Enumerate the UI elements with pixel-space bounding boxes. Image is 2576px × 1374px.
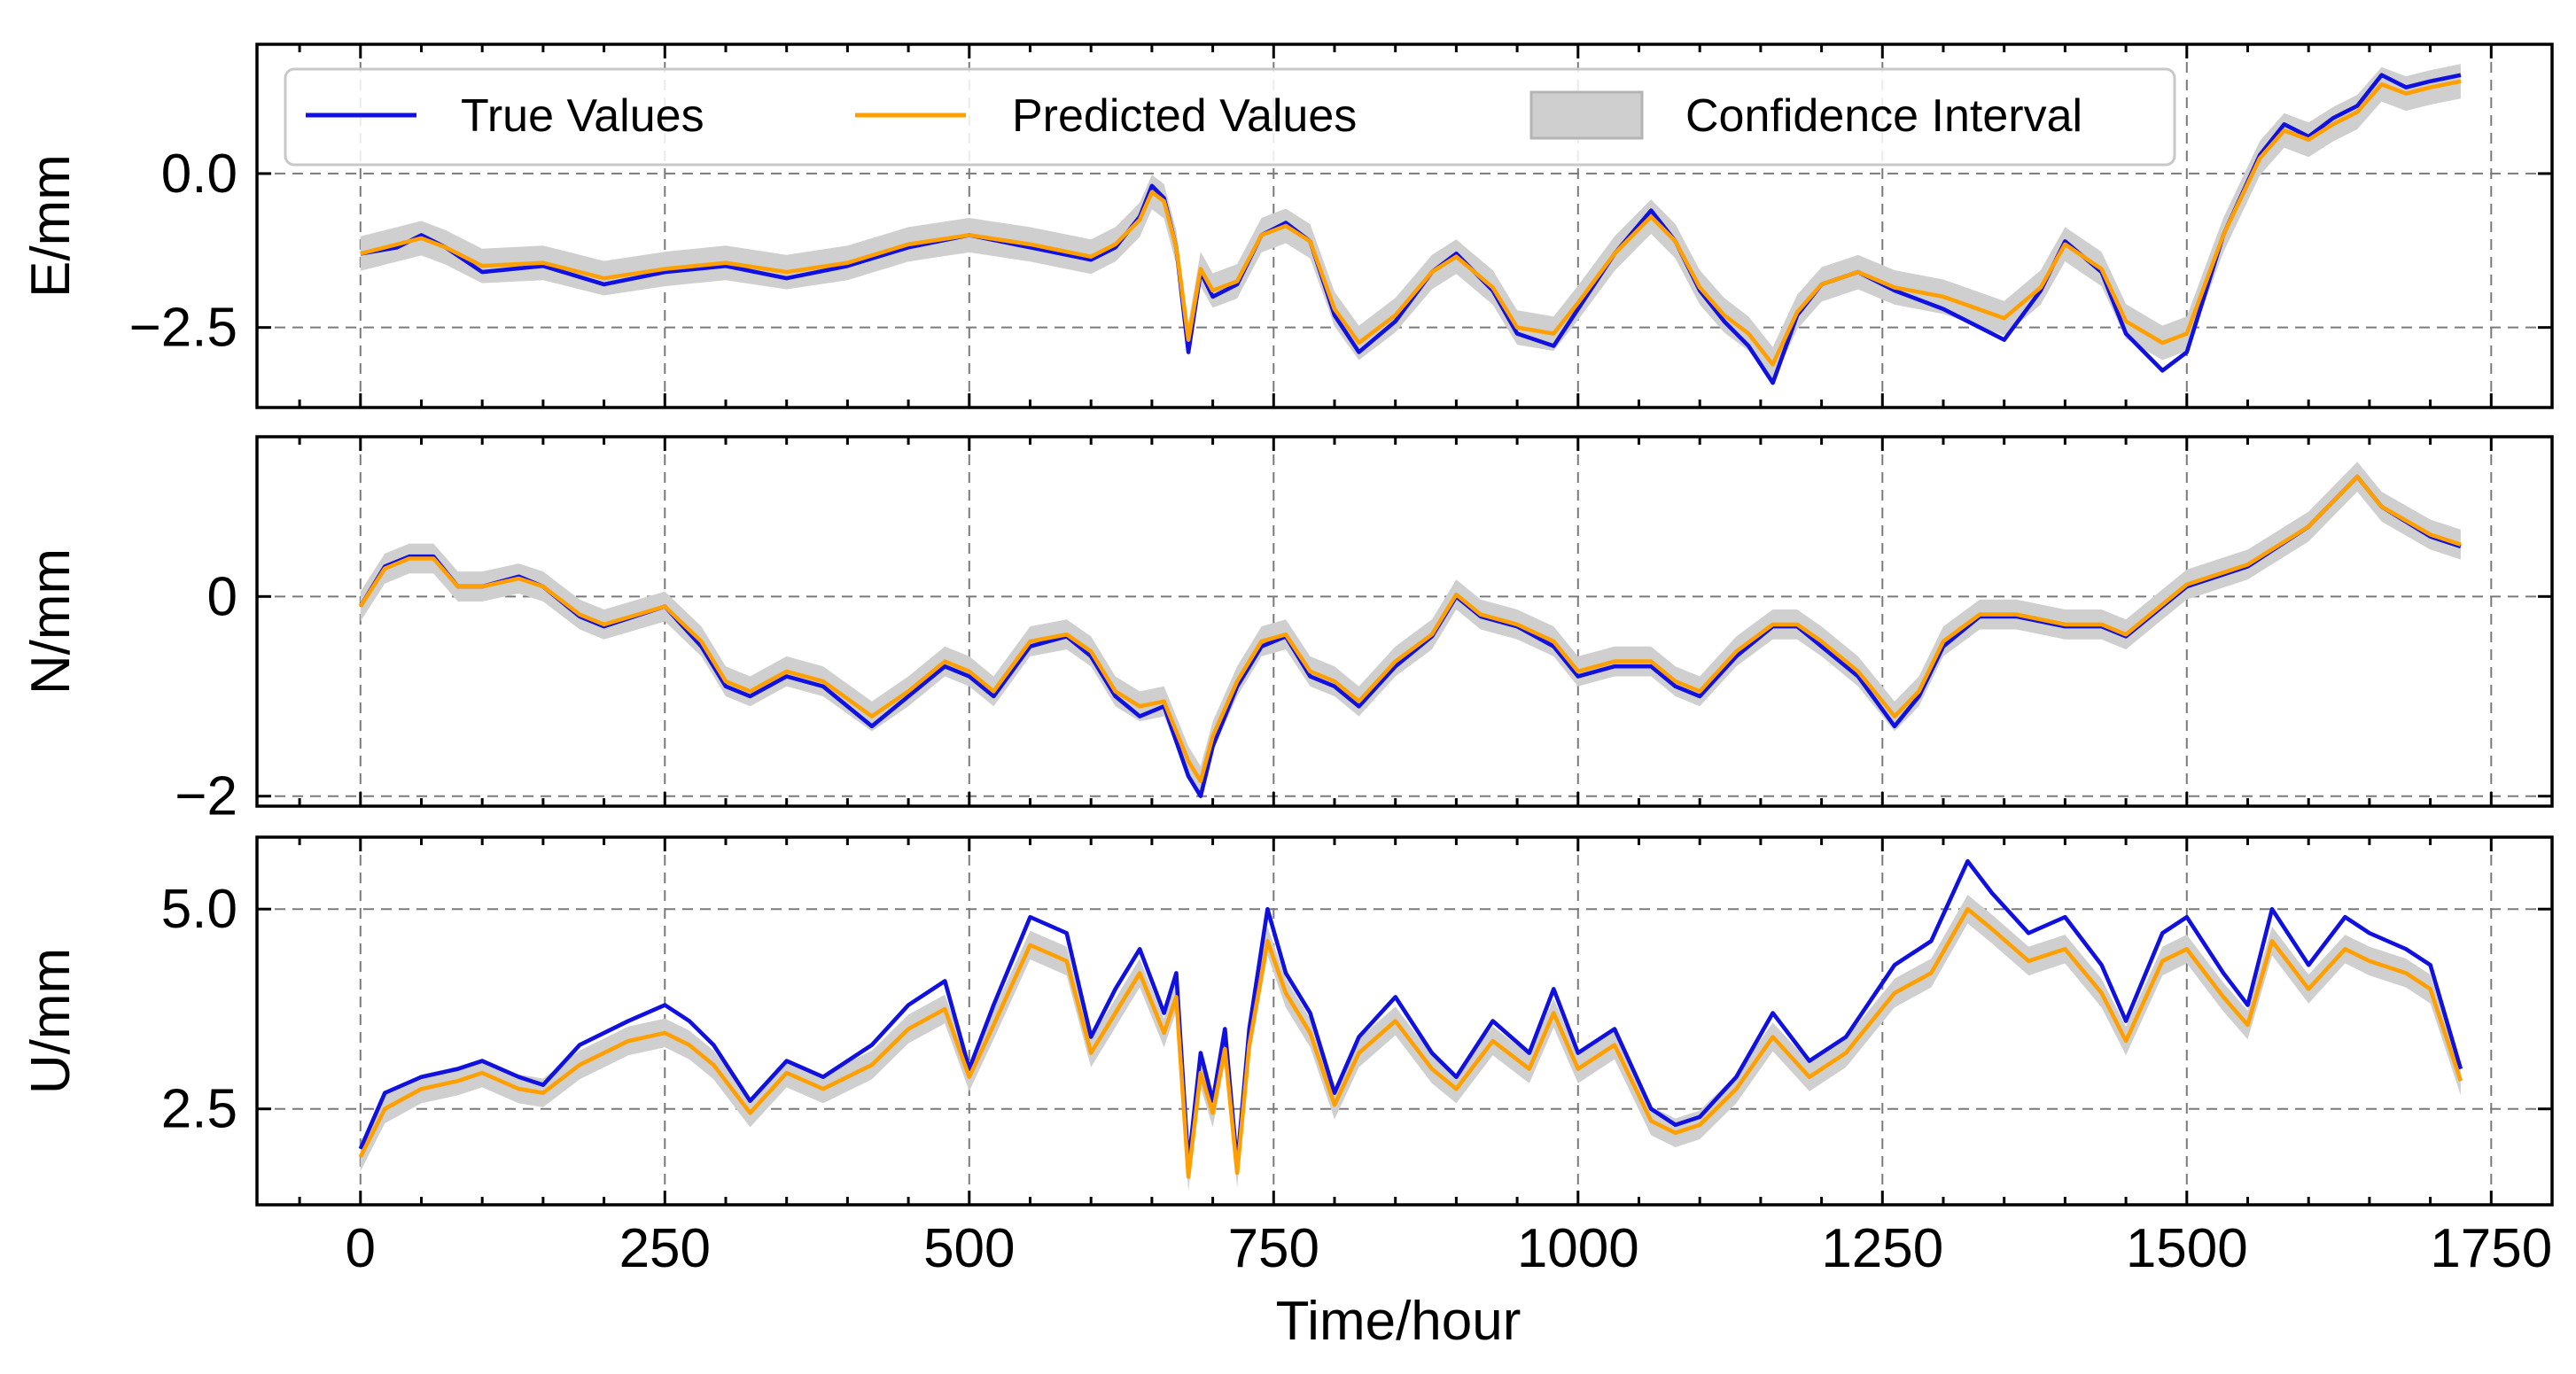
legend: True Values Predicted Values Confidence In… [284, 67, 2176, 167]
legend-frame [284, 67, 2176, 167]
chart-panels: 0.0 −2.5 E/mm 0 −2 N/mm 5.0 2.5 U/mm 0 250 500 750 10… [20, 43, 2554, 1279]
x-tick-label: 750 [1228, 1218, 1319, 1279]
x-tick-label: 1500 [2126, 1218, 2248, 1279]
x-tick-label: 1250 [1821, 1218, 1943, 1279]
x-tick-label: 500 [923, 1218, 1015, 1279]
y-tick-label: 2.5 [161, 1079, 237, 1140]
plot-frame [255, 835, 2554, 1207]
predicted-values-line [358, 474, 2462, 784]
legend-label-true: True Values [461, 90, 704, 142]
y-tick-label: −2.5 [129, 298, 237, 359]
y-tick-label: −2 [175, 766, 237, 827]
true-values-line [358, 474, 2462, 798]
confidence-band [360, 462, 2461, 796]
predicted-values-line [360, 79, 2462, 367]
x-axis-label: Time/hour [1276, 1291, 1521, 1352]
y-tick-label: 0 [207, 566, 237, 627]
y-axis-label: E/mm [20, 154, 82, 298]
predicted-values-line [358, 906, 2463, 1179]
true-values-line [358, 858, 2463, 1168]
legend-label-pred: Predicted Values [1012, 90, 1357, 142]
y-tick-label: 0.0 [161, 144, 237, 205]
confidence-band [360, 64, 2461, 382]
x-tick-label: 0 [346, 1218, 376, 1279]
legend-swatch-band [1529, 90, 1644, 140]
y-axis-label: U/mm [20, 948, 82, 1094]
y-tick-label: 5.0 [161, 879, 237, 940]
plot-frame [255, 435, 2554, 808]
x-tick-label: 1750 [2430, 1218, 2552, 1279]
plot-frame [255, 43, 2554, 409]
y-axis-label: N/mm [20, 548, 82, 695]
legend-label-band: Confidence Interval [1685, 90, 2082, 142]
x-tick-label: 1000 [1517, 1218, 1639, 1279]
panel-3: 5.0 2.5 U/mm [20, 835, 2554, 1207]
panel-2: 0 −2 N/mm [20, 435, 2554, 827]
x-tick-label: 250 [619, 1218, 711, 1279]
